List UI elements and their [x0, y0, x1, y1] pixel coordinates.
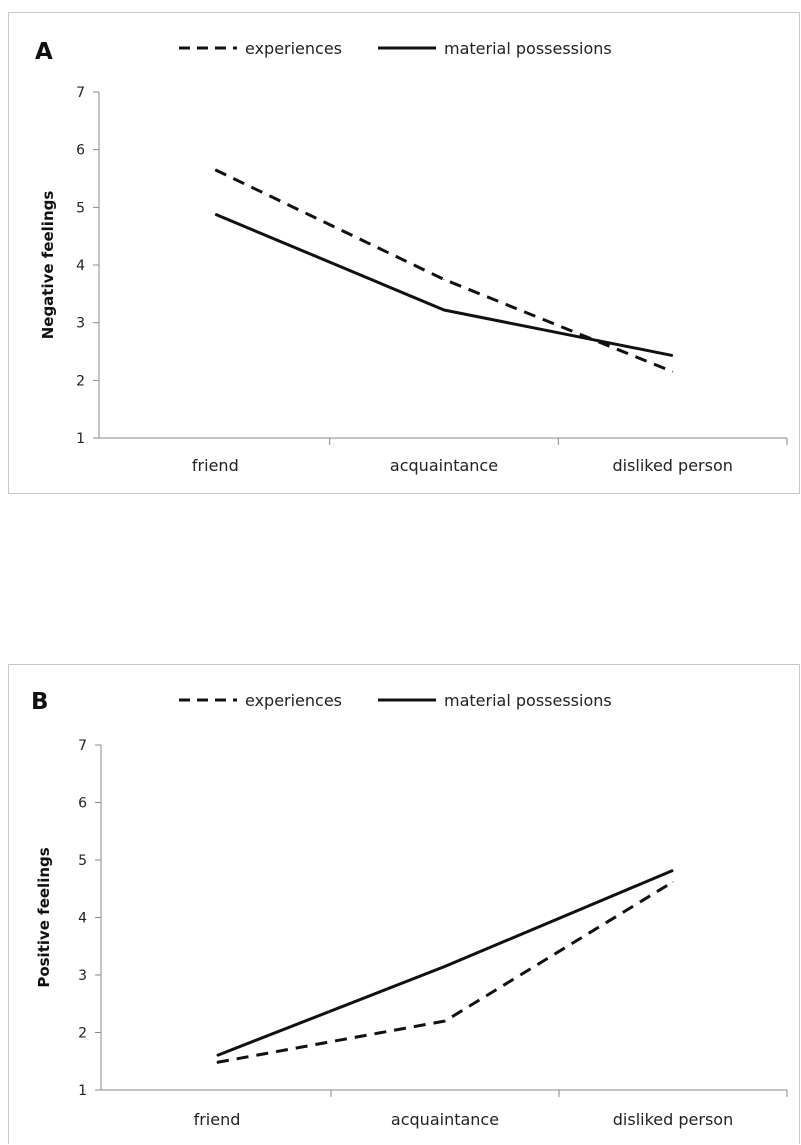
y-tick-label: 4 [78, 911, 87, 927]
y-tick-label: 6 [78, 796, 87, 812]
x-category-label: acquaintance [391, 1110, 499, 1129]
data-point-solid [216, 1055, 218, 1056]
panel-letter: B [31, 689, 49, 715]
data-point-dashed [672, 371, 674, 373]
y-tick-label: 1 [76, 431, 85, 447]
data-point-solid [443, 309, 445, 311]
legend-label-0: experiences [245, 39, 342, 58]
x-category-label: disliked person [613, 1110, 733, 1129]
y-tick-label: 6 [76, 143, 85, 159]
x-category-label: acquaintance [390, 456, 498, 475]
legend-label-1: material possessions [444, 39, 612, 58]
series-line-solid [214, 212, 673, 358]
series-line-dashed [216, 880, 674, 1064]
y-tick-label: 4 [76, 258, 85, 274]
data-point-solid [214, 213, 216, 215]
y-axis-title: Negative feelings [39, 191, 57, 340]
data-point-solid [672, 355, 674, 357]
y-axis-title: Positive feelings [35, 847, 53, 987]
x-category-label: disliked person [612, 456, 732, 475]
x-category-label: friend [192, 456, 239, 475]
data-point-dashed [216, 1061, 218, 1063]
y-tick-label: 3 [76, 316, 85, 332]
data-point-solid [444, 965, 446, 967]
y-tick-label: 7 [78, 738, 87, 754]
series-line-solid [216, 868, 674, 1057]
y-tick-label: 1 [78, 1083, 87, 1099]
data-point-dashed [672, 881, 674, 883]
y-tick-label: 2 [76, 373, 85, 389]
x-category-label: friend [194, 1110, 241, 1129]
legend-label-0: experiences [245, 691, 342, 710]
series-line-dashed [214, 168, 674, 374]
panel-letter: A [35, 39, 53, 65]
data-point-dashed [444, 1020, 446, 1022]
data-point-dashed [214, 169, 216, 171]
y-tick-label: 2 [78, 1026, 87, 1042]
y-tick-label: 5 [78, 853, 87, 869]
data-point-solid [672, 869, 674, 871]
legend: experiences material possessions [179, 691, 612, 710]
y-tick-label: 5 [76, 200, 85, 216]
legend-label-1: material possessions [444, 691, 612, 710]
y-tick-label: 7 [76, 85, 85, 101]
legend: experiences material possessions [179, 39, 612, 58]
y-tick-label: 3 [78, 968, 87, 984]
data-point-dashed [443, 278, 445, 280]
